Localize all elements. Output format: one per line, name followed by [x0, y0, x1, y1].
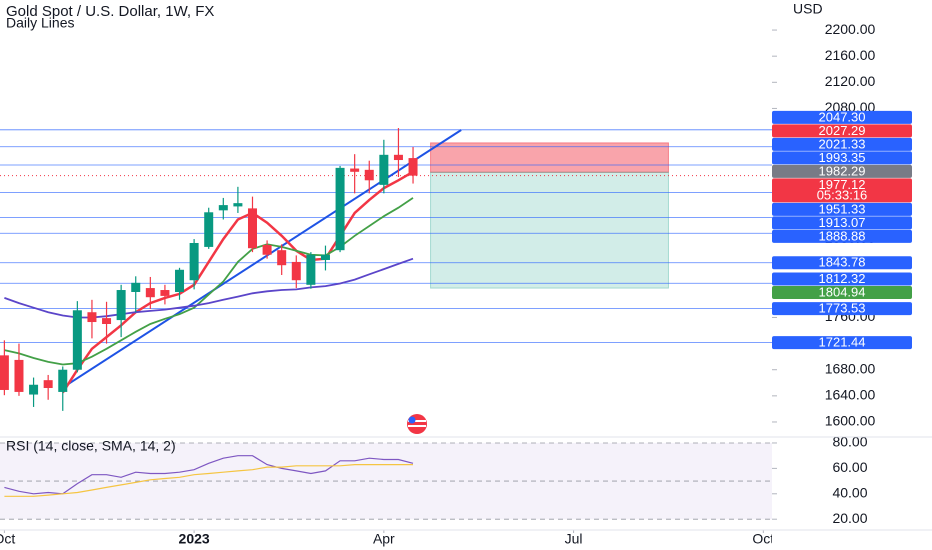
level-label: 1812.32	[819, 271, 866, 286]
rsi-y-tick-label: 60.00	[832, 459, 867, 475]
ma-line	[4, 257, 414, 319]
chart-title: Gold Spot / U.S. Dollar, 1W, FX	[6, 3, 214, 20]
x-tick-label: 2023	[179, 531, 210, 547]
level-label-box	[772, 110, 912, 124]
level-label-box	[772, 164, 912, 178]
countdown: 05:33:16	[817, 187, 868, 202]
level-label-box	[772, 229, 912, 243]
candle-body	[247, 208, 257, 249]
candle-body	[145, 288, 155, 298]
candle-body	[204, 212, 214, 247]
candle-body	[393, 154, 403, 161]
candle-body	[233, 203, 243, 207]
y-tick-label: 1640.00	[825, 387, 876, 403]
level-label-box	[772, 178, 912, 203]
level-label: 1982.29	[819, 163, 866, 178]
x-tick-label: Oct	[752, 531, 774, 547]
x-tick-label: Jul	[565, 531, 583, 547]
candle-body	[306, 254, 316, 285]
y-tick-label: 2120.00	[825, 73, 876, 89]
x-tick-label: Apr	[373, 531, 395, 547]
candle-body	[43, 380, 53, 389]
level-label: 1888.88	[819, 228, 866, 243]
level-label-box	[772, 256, 912, 270]
y-axis-label: USD	[793, 1, 823, 17]
candle-body	[102, 318, 112, 324]
rsi-band-fill	[0, 442, 772, 520]
x-tick-label: Oct	[0, 531, 15, 547]
candle-body	[175, 269, 185, 292]
level-label: 1913.07	[819, 215, 866, 230]
y-tick-label: 1600.00	[825, 413, 876, 429]
level-label-box	[772, 216, 912, 230]
ma-line	[4, 455, 414, 495]
candle-body	[72, 310, 82, 370]
chart-subtitle: Daily Lines	[6, 15, 74, 31]
level-label-box	[772, 302, 912, 316]
level-label: 1721.44	[819, 335, 866, 350]
level-label-box	[772, 151, 912, 165]
level-label-box	[772, 124, 912, 138]
level-label: 2047.30	[819, 109, 866, 124]
candle-body	[87, 312, 97, 323]
rsi-y-tick-label: 80.00	[832, 434, 867, 450]
level-label: 1977.12	[819, 177, 866, 192]
level-label-box	[772, 137, 912, 151]
level-label: 1843.78	[819, 255, 866, 270]
candle-body	[262, 244, 272, 255]
candle-body	[277, 250, 287, 266]
candle-body	[116, 290, 126, 321]
ma-line	[4, 197, 414, 366]
candle-body	[350, 168, 360, 172]
rsi-y-tick-label: 40.00	[832, 484, 867, 500]
position-target-zone	[430, 171, 669, 289]
level-label-box	[772, 202, 912, 216]
candle-body	[320, 254, 330, 260]
candle-body	[160, 290, 170, 296]
level-label-box	[772, 336, 912, 350]
candle-body	[335, 167, 345, 251]
plot-area: Oct 2023 Apr Jul Oct	[0, 128, 774, 547]
trendline	[66, 129, 462, 386]
level-label: 1804.94	[819, 284, 866, 299]
candle-body	[408, 158, 418, 176]
level-label-box	[772, 285, 912, 299]
candle-body	[364, 169, 374, 181]
level-label: 1993.35	[819, 150, 866, 165]
candle-body	[218, 205, 228, 211]
price-axis: 2200.002160.002120.002080.001880.001760.…	[772, 21, 912, 526]
level-label-box	[772, 272, 912, 286]
candle-body	[0, 355, 9, 390]
candle-body	[379, 154, 389, 185]
candle-body	[189, 242, 199, 281]
y-tick-label: 2200.00	[825, 21, 876, 37]
level-label: 1951.33	[819, 201, 866, 216]
level-label: 1773.53	[819, 301, 866, 316]
level-label: 2027.29	[819, 123, 866, 138]
position-stop-zone	[430, 142, 669, 173]
rsi-title: RSI (14, close, SMA, 14, 2)	[6, 438, 176, 454]
rsi-y-tick-label: 20.00	[832, 510, 867, 526]
ma-line	[4, 464, 413, 497]
logo	[407, 414, 427, 434]
y-tick-label: 1680.00	[825, 360, 876, 376]
candle-body	[131, 282, 141, 292]
level-label: 2021.33	[819, 136, 866, 151]
candle-body	[291, 261, 301, 281]
y-tick-label: 2160.00	[825, 47, 876, 63]
candle-body	[14, 359, 24, 392]
candle-body	[29, 384, 39, 395]
candle-body	[58, 369, 68, 392]
